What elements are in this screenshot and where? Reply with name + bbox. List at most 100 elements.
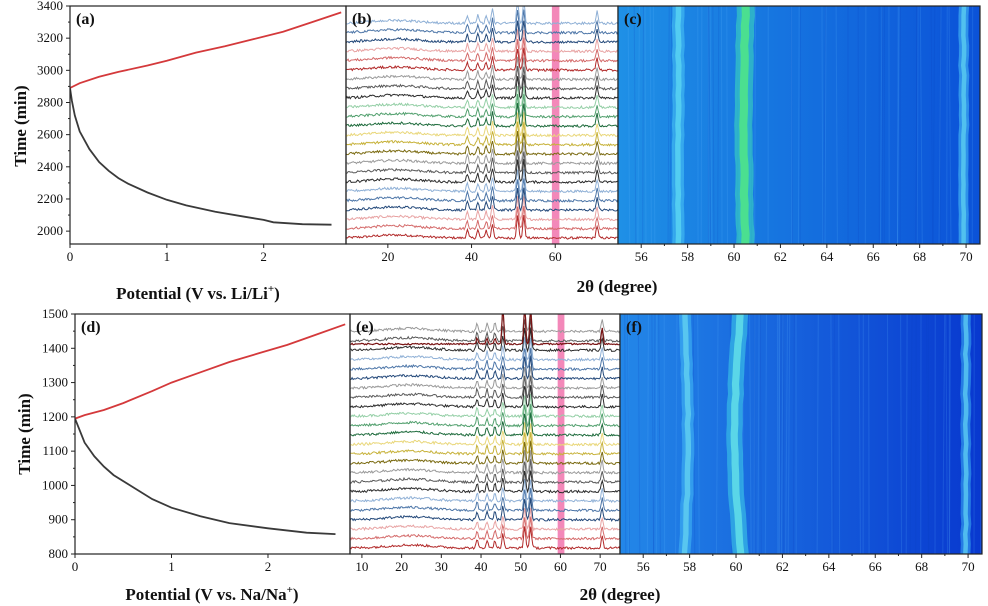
panel-f-streak	[715, 314, 719, 554]
panel-c-streak	[948, 6, 952, 244]
panel-c-streak	[700, 6, 703, 244]
panel-a-ytick-label: 3200	[37, 30, 63, 45]
panel-a-ytick-label: 3400	[37, 0, 63, 13]
panel-f-streak	[753, 314, 756, 554]
panel-f-streak	[753, 314, 756, 554]
panel-f-band	[681, 314, 692, 554]
panel-e-xtick-label: 30	[435, 559, 448, 574]
panel-f-xtick-label: 60	[730, 559, 743, 574]
panel-d-ytick-label: 1000	[42, 477, 68, 492]
panel-c-xtick-label: 56	[635, 249, 649, 264]
panel-b: 20 40 60 (b)	[345, 5, 619, 264]
panel-e-xtick-label: 40	[475, 559, 488, 574]
panel-e-pattern	[350, 337, 620, 362]
panel-d-ytick-label: 1300	[42, 375, 68, 390]
panel-c-streak	[915, 6, 918, 244]
panel-c-label: (c)	[624, 11, 642, 28]
panel-b-pattern	[346, 178, 618, 203]
panel-c-axes: 56 58 60 62 64 66 68 70	[617, 5, 981, 264]
panel-d-ytick-label: 1200	[42, 409, 68, 424]
panel-f: 56 58 60 62 64 66 68 70 (f)	[619, 313, 983, 574]
panel-c-streak	[930, 6, 934, 244]
panel-c-streak	[667, 6, 670, 244]
panel-f-streak	[925, 314, 929, 554]
panel-f-streak	[675, 314, 678, 554]
bottom-xlabel: 2θ (degree)	[580, 585, 661, 604]
panel-e-xtick-label: 60	[554, 559, 567, 574]
panel-c-streak	[897, 6, 900, 244]
panel-c-frame	[617, 5, 981, 245]
panel-e-pattern	[350, 478, 620, 504]
panel-f-streak	[858, 314, 861, 554]
panel-c-streak	[708, 6, 712, 244]
panel-c-streak	[720, 6, 723, 244]
panel-e-pattern	[350, 526, 620, 551]
panel-c-streak	[946, 6, 948, 244]
panel-e-xtick-label: 10	[355, 559, 368, 574]
panel-c-streak	[707, 6, 710, 244]
panel-c-xtick-label: 58	[681, 249, 694, 264]
panel-d-ytick-label: 900	[49, 512, 69, 527]
panel-a-ytick-label: 2200	[37, 191, 63, 206]
panel-f-streak	[779, 314, 782, 554]
panel-b-label: (b)	[352, 11, 372, 28]
panel-f-streak	[764, 314, 767, 554]
panel-d-xlabel: Potential (V vs. Na/Na+)	[125, 584, 298, 604]
panel-a-xtick-label: 1	[164, 249, 171, 264]
panel-c-streak	[633, 6, 637, 244]
panel-f-streak	[792, 314, 795, 554]
panel-c-xtick-label: 62	[774, 249, 787, 264]
panel-d-frame	[74, 313, 351, 555]
panel-f-xtick-label: 70	[962, 559, 975, 574]
panel-c-streak	[864, 6, 867, 244]
panel-f-xtick-label: 58	[683, 559, 696, 574]
panel-f-streak	[832, 314, 835, 554]
panel-b-pattern	[346, 6, 618, 26]
panel-f-xtick-label: 64	[822, 559, 836, 574]
panel-e-pattern	[350, 385, 620, 409]
panel-f-label: (f)	[626, 319, 642, 336]
panel-c-streak	[649, 6, 652, 244]
panel-c-streak	[717, 6, 720, 244]
panel-f-streak	[697, 314, 700, 554]
panel-f-band	[962, 314, 969, 554]
panel-d-ylabel: Time (min)	[15, 393, 34, 474]
panel-e-pattern	[350, 403, 620, 428]
panel-e-pattern	[350, 314, 620, 334]
panel-e-series	[350, 314, 620, 554]
panel-f-streak	[749, 314, 752, 554]
panel-a-curve-charge	[70, 11, 342, 89]
panel-a-ytick-label: 2400	[37, 159, 63, 174]
panel-b-pattern	[346, 66, 618, 91]
panel-d-label: (d)	[81, 319, 101, 336]
panel-c-streak	[896, 6, 899, 244]
panel-f-xtick-label: 68	[915, 559, 928, 574]
panel-c-streak	[879, 6, 883, 244]
panel-d-xtick-label: 1	[168, 559, 175, 574]
panel-c-streak	[823, 6, 827, 244]
panel-b-pattern	[346, 130, 618, 157]
panel-f-streak	[785, 314, 789, 554]
panel-c-xtick-label: 64	[820, 249, 834, 264]
panel-e-pattern	[350, 470, 620, 494]
panel-d-xtick-label: 2	[265, 559, 272, 574]
panel-a-xlabel: Potential (V vs. Li/Li+)	[116, 283, 280, 303]
panel-a-ylabel: Time (min)	[11, 85, 30, 166]
panel-e-pattern	[350, 422, 620, 447]
panel-b-pattern	[346, 187, 618, 213]
panel-f-streak	[927, 314, 930, 554]
panel-c-streak	[642, 6, 644, 244]
panel-d-ytick-label: 1100	[42, 443, 68, 458]
panel-e-pattern	[350, 412, 620, 438]
panel-f-streak	[637, 314, 641, 554]
panel-e: 10 20 30 40 50 60 70 (e)	[349, 313, 621, 574]
panel-b-pattern	[346, 140, 618, 166]
top-xlabel: 2θ (degree)	[577, 277, 658, 296]
panel-f-streak	[915, 314, 917, 554]
panel-c-band	[739, 6, 750, 244]
panel-d-curve-discharge	[75, 418, 336, 535]
panel-b-pattern	[346, 205, 618, 231]
panel-a-ytick-label: 2600	[37, 127, 63, 142]
panel-e-pattern	[350, 318, 620, 344]
panel-d: 800 900 1000 1100 1200 1300 1400 1500 0 1 2 (d)	[42, 306, 351, 574]
